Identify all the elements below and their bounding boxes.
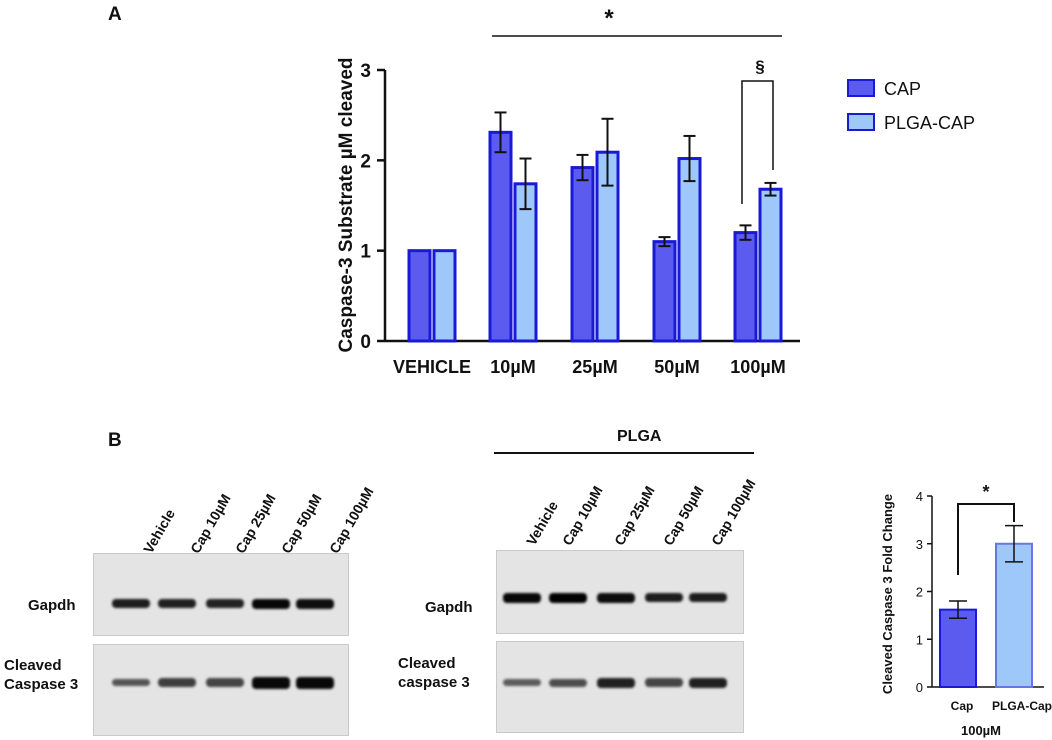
- gapdh-band: [296, 599, 334, 609]
- x-tick-label: Cap: [951, 699, 974, 713]
- gapdh-blot-image: [93, 553, 349, 636]
- caspase-band: [296, 677, 334, 689]
- caspase-band: [689, 677, 727, 688]
- lane-label: Cap 25µM: [232, 491, 279, 556]
- cleaved-caspase-label: Cleaved caspase 3: [398, 655, 470, 691]
- caspase-band: [597, 677, 635, 688]
- lane-label: Vehicle: [140, 506, 178, 556]
- lane-label: Cap 100µM: [326, 484, 377, 556]
- bar-cap: [733, 231, 758, 343]
- plga-header: PLGA: [617, 428, 662, 445]
- lane-label: Cap 10µM: [559, 483, 606, 548]
- panel-a-label: A: [108, 4, 122, 25]
- y-tick-label: 1: [916, 632, 923, 647]
- lane-label: Cap 25µM: [611, 483, 658, 548]
- x-tick-label: VEHICLE: [393, 357, 471, 377]
- gapdh-blot-image: [496, 550, 744, 634]
- gapdh-band: [645, 593, 683, 603]
- caspase-band: [252, 677, 290, 689]
- pair-significance-star: *: [982, 482, 989, 502]
- legend-swatch: [847, 113, 875, 131]
- significance-annotations: *§: [492, 5, 782, 204]
- bar-plga-cap: [995, 542, 1033, 688]
- pair-significance-symbol: §: [755, 57, 764, 76]
- fold-change-bar-chart: Cleaved Caspase 3 Fold Change 100µM 0 1 2 3…: [880, 482, 1052, 738]
- caspase-band: [549, 678, 587, 687]
- axes: 0 1 2 3 4 Cap PLGA-Cap: [916, 489, 1052, 713]
- bar-cap: [652, 240, 677, 343]
- y-axis-label: Cleaved Caspase 3 Fold Change: [880, 494, 895, 694]
- gapdh-band: [158, 599, 196, 609]
- y-tick-label: 4: [916, 489, 923, 504]
- panel-b-label: B: [108, 430, 122, 451]
- bar-cap: [939, 608, 977, 689]
- bar-cap: [488, 130, 513, 343]
- caspase-bar-chart: Caspase-3 Substrate µM cleaved 0 1 2 3 VEHIC…: [336, 5, 975, 377]
- gapdh-band: [206, 599, 244, 609]
- gapdh-band: [503, 593, 541, 603]
- gapdh-band: [112, 599, 150, 609]
- bars: [939, 524, 1033, 689]
- x-tick-label: 100µM: [730, 357, 785, 377]
- caspase-blot-image: [496, 641, 744, 733]
- y-axis-label: Caspase-3 Substrate µM cleaved: [336, 57, 357, 352]
- lane-label: Cap 10µM: [187, 491, 234, 556]
- y-tick-label: 2: [360, 151, 371, 172]
- caspase-band: [206, 678, 244, 687]
- y-tick-label: 3: [916, 537, 923, 552]
- legend-label: CAP: [884, 79, 921, 99]
- caspase-blot-image: [93, 644, 349, 736]
- pair-significance-bracket: [741, 80, 774, 204]
- lane-label: Cap 100µM: [708, 476, 759, 548]
- bar-plga-cap: [677, 157, 702, 343]
- y-tick-label: 3: [360, 61, 371, 82]
- legend-label: PLGA-CAP: [884, 113, 975, 133]
- bars: [407, 111, 783, 343]
- legend-swatch: [847, 79, 875, 97]
- x-tick-label: PLGA-Cap: [992, 699, 1052, 713]
- caspase-band: [112, 678, 150, 687]
- y-tick-label: 0: [916, 680, 923, 695]
- caspase-band: [503, 678, 541, 686]
- y-tick-label: 2: [916, 585, 923, 600]
- gapdh-band: [549, 593, 587, 603]
- cleaved-caspase-label: Cleaved Caspase 3: [4, 657, 79, 693]
- y-tick-label: 1: [360, 242, 371, 263]
- gapdh-label: Gapdh: [425, 599, 473, 616]
- lane-label: Cap 50µM: [278, 491, 325, 556]
- pair-significance-bracket: [957, 503, 1015, 575]
- x-tick-label: 50µM: [654, 357, 699, 377]
- gapdh-band: [689, 593, 727, 603]
- gapdh-band: [252, 599, 290, 609]
- axes: 0 1 2 3 VEHICLE 10µM 25µM 50µM 100µM: [360, 61, 800, 377]
- y-tick-label: 0: [360, 332, 371, 353]
- legend: CAP PLGA-CAP: [847, 79, 975, 133]
- bar-plga-cap: [432, 249, 457, 343]
- bar-cap: [407, 249, 432, 343]
- x-axis-label: 100µM: [961, 723, 1001, 738]
- bar-cap: [570, 166, 595, 343]
- overall-significance-star: *: [604, 5, 614, 32]
- caspase-band: [645, 678, 683, 687]
- gapdh-band: [597, 593, 635, 603]
- caspase-band: [158, 678, 196, 687]
- plga-header-line: [494, 452, 754, 454]
- lane-label: Cap 50µM: [660, 483, 707, 548]
- significance-annotations: *: [957, 482, 1015, 575]
- bar-plga-cap: [758, 187, 783, 343]
- lane-label: Vehicle: [523, 498, 561, 548]
- x-tick-label: 10µM: [490, 357, 535, 377]
- x-tick-label: 25µM: [572, 357, 617, 377]
- gapdh-label: Gapdh: [28, 597, 76, 614]
